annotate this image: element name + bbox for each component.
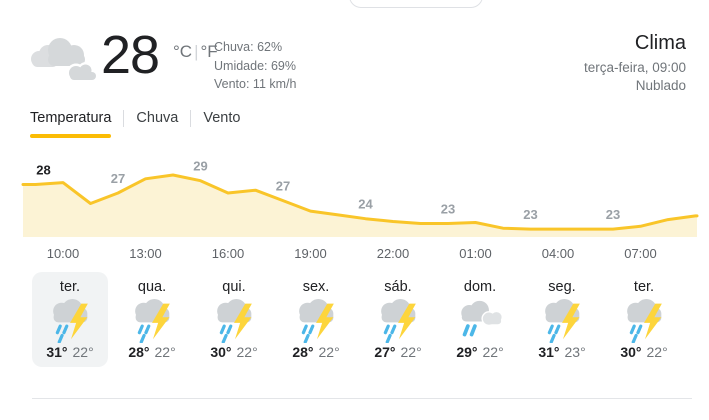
temperature-chart: 28 27 29 27 24 23 23 23 10:00 13:00 16:00 19:00 22:0…	[21, 159, 699, 261]
low-temp: 22°	[318, 344, 340, 360]
svg-text:23: 23	[441, 202, 455, 217]
page-title: Clima	[634, 32, 686, 54]
thunderstorm-icon	[32, 298, 108, 344]
low-temp: 22°	[154, 344, 176, 360]
day-card-sab[interactable]: sáb. 27° 22°	[360, 272, 436, 367]
svg-text:29: 29	[193, 159, 207, 174]
day-label: qui.	[222, 279, 246, 295]
precipitation-stat: Chuva: 62%	[214, 40, 283, 54]
high-temp: 27°	[374, 344, 396, 360]
svg-text:23: 23	[606, 207, 620, 222]
low-temp: 23°	[564, 344, 586, 360]
unit-fahrenheit[interactable]: °F	[200, 42, 218, 61]
svg-text:13:00: 13:00	[129, 246, 162, 261]
high-temp: 31°	[538, 344, 560, 360]
tab-vento[interactable]: Vento	[203, 110, 241, 126]
day-card-qua[interactable]: qua. 28° 22°	[114, 272, 190, 367]
datetime-label: terça-feira, 09:00	[583, 60, 686, 75]
day-card-seg[interactable]: seg. 31° 23°	[524, 272, 600, 367]
tab-divider	[123, 109, 125, 127]
day-label: seg.	[548, 279, 576, 295]
svg-text:22:00: 22:00	[377, 246, 410, 261]
day-label: dom.	[463, 279, 497, 295]
current-stats: Chuva: 62% Umidade: 69% Vento: 11 km/h	[214, 38, 296, 94]
unit-toggle: °C | °F	[173, 42, 218, 62]
day-label: ter.	[59, 279, 81, 295]
svg-text:07:00: 07:00	[624, 246, 657, 261]
thunderstorm-icon	[524, 298, 600, 344]
svg-text:01:00: 01:00	[459, 246, 492, 261]
tab-temperatura[interactable]: Temperatura	[30, 110, 112, 138]
thunderstorm-icon	[360, 298, 436, 344]
high-temp: 30°	[620, 344, 642, 360]
current-temperature: 28	[101, 25, 160, 85]
section-divider	[32, 398, 692, 399]
rain-icon	[442, 298, 518, 343]
daily-forecast: ter. 31° 22° qua. 28° 22°	[29, 272, 685, 367]
high-temp: 28°	[128, 344, 150, 360]
low-temp: 22°	[400, 344, 422, 360]
low-temp: 22°	[482, 344, 504, 360]
thunderstorm-icon	[196, 298, 272, 344]
low-temp: 22°	[236, 344, 258, 360]
day-label: sáb.	[384, 279, 412, 295]
day-card-ter[interactable]: ter. 31° 22°	[32, 272, 108, 367]
svg-text:04:00: 04:00	[542, 246, 575, 261]
svg-text:10:00: 10:00	[47, 246, 80, 261]
svg-text:19:00: 19:00	[294, 246, 327, 261]
day-label: ter.	[633, 279, 655, 295]
high-temp: 30°	[210, 344, 232, 360]
condition-label: Nublado	[635, 78, 686, 93]
low-temp: 22°	[646, 344, 668, 360]
tab-divider	[190, 109, 192, 127]
unit-celsius[interactable]: °C	[173, 42, 193, 61]
day-label: sex.	[302, 279, 330, 295]
high-temp: 31°	[46, 344, 68, 360]
svg-text:27: 27	[276, 179, 290, 194]
cloudy-icon	[31, 38, 97, 83]
high-temp: 29°	[456, 344, 478, 360]
thunderstorm-icon	[114, 298, 190, 344]
chart-tabs: Temperatura Chuva Vento	[30, 108, 241, 138]
humidity-stat: Umidade: 69%	[214, 58, 296, 73]
thunderstorm-icon	[606, 298, 682, 344]
wind-stat: Vento: 11 km/h	[214, 77, 297, 91]
location-header: Clima terça-feira, 09:00 Nublado	[584, 31, 686, 95]
unit-separator: |	[194, 42, 199, 61]
svg-text:24: 24	[358, 197, 373, 212]
search-bar-partial[interactable]	[349, 0, 483, 8]
tab-chuva[interactable]: Chuva	[136, 110, 179, 126]
svg-text:16:00: 16:00	[212, 246, 245, 261]
svg-text:27: 27	[111, 171, 125, 186]
day-card-qui[interactable]: qui. 30° 22°	[196, 272, 272, 367]
high-temp: 28°	[292, 344, 314, 360]
day-card-dom[interactable]: dom. 29° 22°	[442, 272, 518, 367]
day-label: qua.	[137, 279, 167, 295]
low-temp: 22°	[72, 344, 94, 360]
svg-text:23: 23	[523, 207, 537, 222]
day-card-sex[interactable]: sex. 28° 22°	[278, 272, 354, 367]
svg-text:28: 28	[36, 163, 50, 178]
thunderstorm-icon	[278, 298, 354, 344]
day-card-ter-2[interactable]: ter. 30° 22°	[606, 272, 682, 367]
